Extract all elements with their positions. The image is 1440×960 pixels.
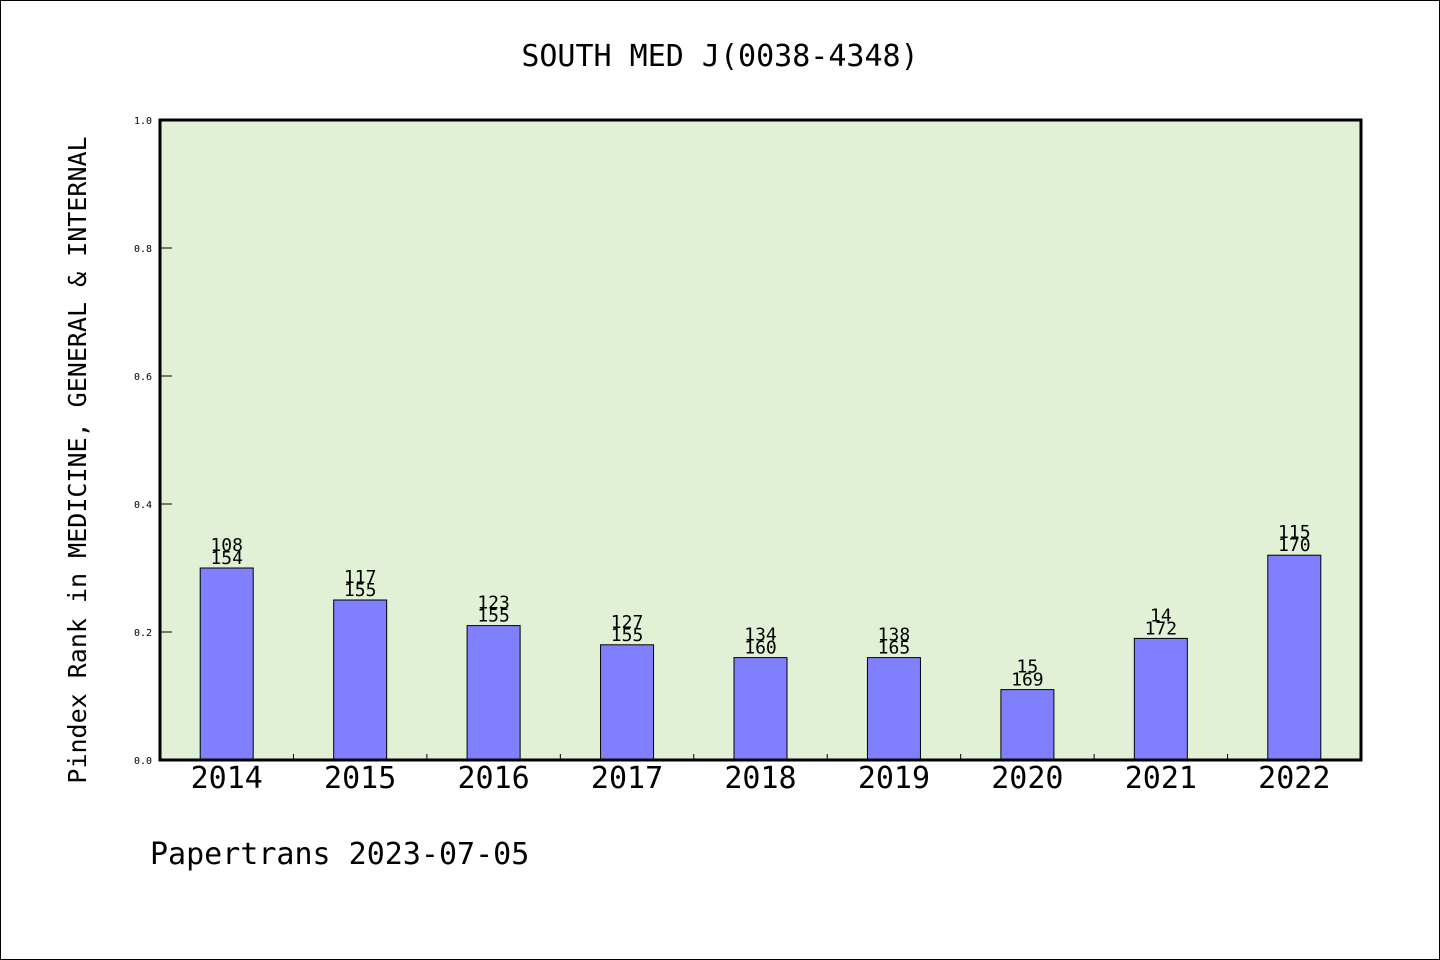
bar-2015 [333,599,388,761]
plot-border [158,118,1363,762]
y-axis-label: Pindex Rank in MEDICINE, GENERAL & INTER… [63,136,92,783]
x-axis: 2014 2015 2016 2017 2018 2019 2020 2021 2022 [191,754,1330,796]
bar-2022 [1267,554,1322,761]
x-tick-label: 2021 [1125,761,1197,796]
bar-2018 [733,657,788,761]
bar-2019 [866,657,921,761]
total-label: 155 [477,606,510,627]
x-tick-label: 2017 [591,761,663,796]
y-tick-label: 0.4 [134,500,152,511]
y-tick-label: 0.0 [134,756,152,767]
bar-2014 [199,567,254,761]
rank-label: 14 [1150,605,1172,626]
bar-2016 [466,625,521,761]
rank-label: 138 [878,625,911,646]
total-label: 172 [1145,618,1178,639]
rank-label: 123 [477,593,510,614]
total-label: 165 [878,638,911,659]
rank-label: 117 [344,567,377,588]
x-tick-label: 2020 [991,761,1063,796]
y-tick-label: 0.6 [134,372,152,383]
total-label: 155 [611,625,644,646]
footer-credit: Papertrans 2023-07-05 [150,837,529,872]
rank-label: 108 [210,535,243,556]
x-tick-label: 2014 [191,761,263,796]
rank-label: 134 [744,625,777,646]
rank-label: 115 [1278,522,1311,543]
total-label: 160 [744,638,777,659]
bar-2017 [600,644,655,761]
x-tick-label: 2016 [457,761,529,796]
rank-label: 127 [611,612,644,633]
bar-2020 [1000,689,1055,761]
total-label: 154 [210,548,243,569]
total-label: 169 [1011,670,1044,691]
chart-title: SOUTH MED J(0038-4348) [521,39,918,74]
x-tick-label: 2015 [324,761,396,796]
total-label: 170 [1278,535,1311,556]
y-tick-label: 1.0 [134,116,152,127]
rank-label: 15 [1017,657,1039,678]
bars-group [199,554,1322,761]
total-label: 155 [344,580,377,601]
x-tick-label: 2019 [858,761,930,796]
x-tick-label: 2018 [724,761,796,796]
bar-2021 [1133,637,1188,761]
y-tick-label: 0.8 [134,244,152,255]
x-tick-label: 2022 [1258,761,1330,796]
y-tick-label: 0.2 [134,628,152,639]
